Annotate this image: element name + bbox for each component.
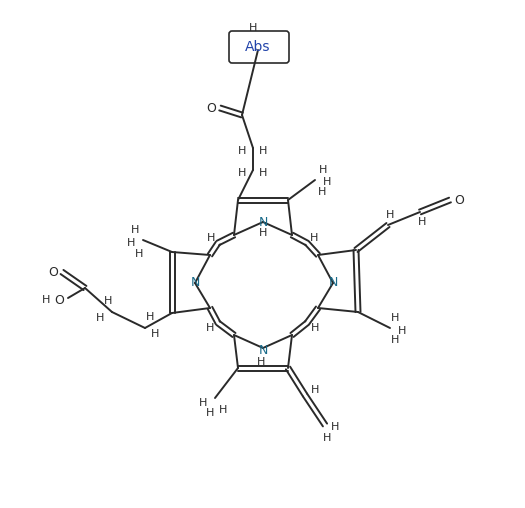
Text: O: O xyxy=(454,194,464,206)
FancyBboxPatch shape xyxy=(229,31,289,63)
Text: H: H xyxy=(207,233,215,243)
Text: H: H xyxy=(323,433,331,443)
Text: H: H xyxy=(96,313,104,323)
Text: H: H xyxy=(238,146,246,156)
Text: H: H xyxy=(135,249,143,259)
Text: H: H xyxy=(151,329,159,339)
Text: H: H xyxy=(238,168,246,178)
Text: N: N xyxy=(328,276,338,290)
Text: N: N xyxy=(258,344,268,358)
Text: H: H xyxy=(199,398,207,408)
Text: H: H xyxy=(259,146,267,156)
Text: H: H xyxy=(259,168,267,178)
Text: O: O xyxy=(206,102,216,114)
Text: H: H xyxy=(319,165,327,175)
Text: H: H xyxy=(418,217,426,227)
Text: N: N xyxy=(258,215,268,229)
Text: H: H xyxy=(206,323,214,333)
Text: H: H xyxy=(219,405,227,415)
Text: H: H xyxy=(391,335,399,345)
Text: H: H xyxy=(42,295,50,305)
Text: H: H xyxy=(323,177,331,187)
Text: H: H xyxy=(104,296,112,306)
Text: H: H xyxy=(249,23,257,33)
Text: H: H xyxy=(391,313,399,323)
Text: H: H xyxy=(331,422,339,432)
Text: H: H xyxy=(131,225,139,235)
Text: H: H xyxy=(257,357,265,367)
Text: H: H xyxy=(398,326,406,336)
Text: H: H xyxy=(206,408,214,418)
Text: H: H xyxy=(311,323,319,333)
Text: H: H xyxy=(318,187,326,197)
Text: H: H xyxy=(386,210,394,220)
Text: H: H xyxy=(311,385,319,395)
Text: H: H xyxy=(310,233,318,243)
Text: H: H xyxy=(127,238,135,248)
Text: N: N xyxy=(190,276,200,290)
Text: Abs: Abs xyxy=(245,40,271,54)
Text: H: H xyxy=(146,312,154,322)
Text: O: O xyxy=(48,266,58,278)
Text: O: O xyxy=(54,294,64,306)
Text: H: H xyxy=(259,228,267,238)
